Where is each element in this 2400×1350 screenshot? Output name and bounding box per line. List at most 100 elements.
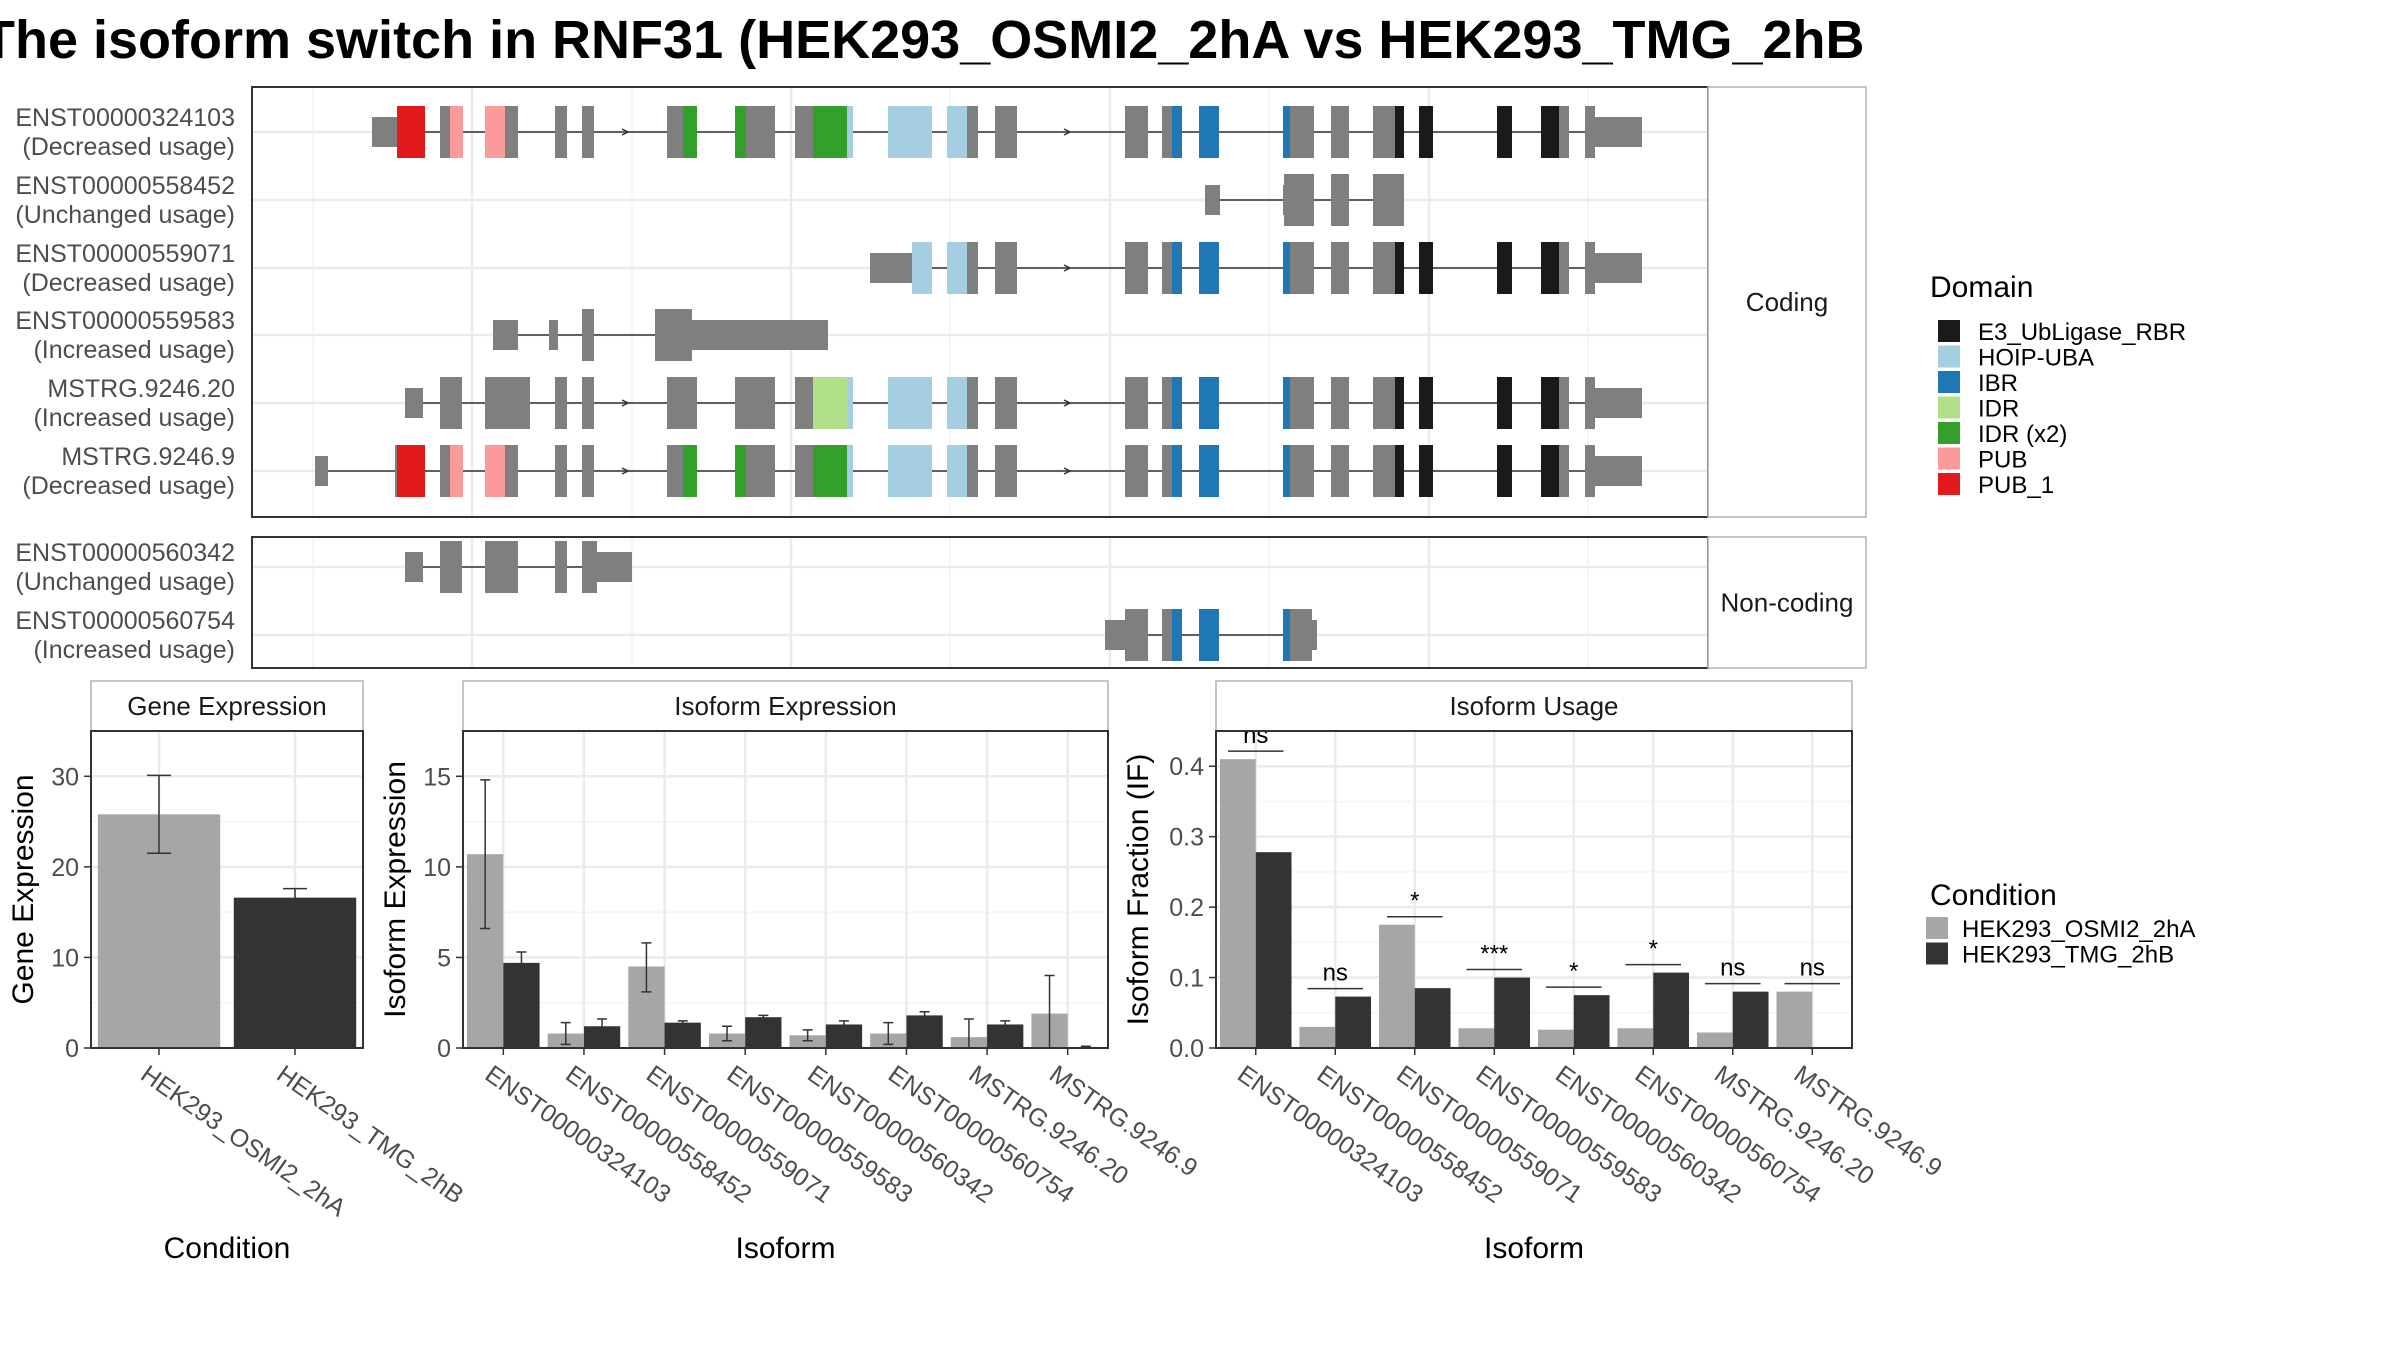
- error-bar: [283, 887, 307, 908]
- bar: [1617, 1028, 1654, 1048]
- exon-block: [967, 377, 978, 429]
- domain-block: [947, 242, 967, 294]
- error-bar: [758, 1014, 769, 1022]
- exon-block: [1125, 609, 1148, 661]
- exon-block: [505, 106, 518, 158]
- exon-block: [555, 377, 567, 429]
- error-bar: [722, 1025, 733, 1042]
- bar: [1653, 972, 1690, 1048]
- domain-block: [1419, 242, 1433, 294]
- domain-block: [847, 106, 853, 158]
- exon-block: [1585, 377, 1595, 429]
- domain-block: [1172, 377, 1182, 429]
- domain-block: [683, 106, 697, 158]
- domain-block: [450, 445, 463, 497]
- domain-legend-label: IDR: [1978, 396, 2019, 423]
- error-bar: [838, 1020, 849, 1031]
- strand-arrow: [621, 128, 630, 136]
- exon-block: [440, 445, 450, 497]
- exon-block: [582, 541, 597, 593]
- exon-block: [1373, 174, 1404, 226]
- domain-legend-label: PUB_1: [1978, 472, 2054, 499]
- condition-legend-title: Condition: [1930, 879, 2057, 912]
- y-axis-title: Isoform Fraction (IF): [1122, 754, 1155, 1026]
- significance-label: ns: [1323, 960, 1348, 987]
- y-axis-title: Isoform Expression: [379, 761, 412, 1018]
- bar: [583, 1026, 621, 1048]
- exon-block: [555, 541, 567, 593]
- error-bar: [641, 942, 652, 993]
- x-axis-title: Isoform: [1484, 1232, 1584, 1265]
- exon-block: [1300, 174, 1314, 226]
- transcript-label: MSTRG.9246.20 (Increased usage): [33, 375, 235, 432]
- bar: [1732, 991, 1769, 1048]
- exon-block: [405, 552, 423, 582]
- transcript-usage: (Unchanged usage): [15, 201, 235, 229]
- bar: [503, 962, 540, 1048]
- exon-block: [1290, 106, 1314, 158]
- domain-block: [1283, 377, 1290, 429]
- exon-block: [555, 106, 567, 158]
- domain-block: [888, 106, 932, 158]
- transcript-usage: (Decreased usage): [22, 472, 235, 500]
- condition-legend-label: HEK293_OSMI2_2hA: [1962, 916, 2195, 943]
- figure-title: The isoform switch in RNF31 (HEK293_OSMI…: [0, 10, 1865, 70]
- y-tick-label: 20: [51, 854, 79, 882]
- domain-block: [1199, 609, 1219, 661]
- exon-block: [795, 377, 813, 429]
- exon-block: [405, 388, 423, 418]
- domain-block: [397, 106, 425, 158]
- domain-block: [1172, 242, 1182, 294]
- panel-border: [462, 730, 1109, 1049]
- facet-label: Coding: [1746, 287, 1828, 317]
- exon-block: [1373, 377, 1395, 429]
- x-axis-title: Condition: [164, 1232, 291, 1265]
- exon-block: [1162, 609, 1172, 661]
- domain-legend-key: [1938, 396, 1960, 419]
- domain-legend-label: IBR: [1978, 370, 2018, 397]
- exon-block: [1125, 445, 1148, 497]
- exon-block: [746, 445, 775, 497]
- significance-label: ns: [1800, 955, 1825, 982]
- domain-block: [1199, 242, 1219, 294]
- exon-block: [746, 106, 775, 158]
- exon-block: [1205, 185, 1220, 215]
- significance-label: *: [1569, 958, 1578, 985]
- exon-block: [1290, 609, 1312, 661]
- exon-block: [1595, 253, 1642, 283]
- strand-arrow: [621, 399, 630, 407]
- domain-block: [1172, 445, 1182, 497]
- transcript-usage: (Decreased usage): [22, 269, 235, 297]
- y-tick-label: 15: [423, 763, 451, 791]
- strand-arrow: [1063, 264, 1072, 272]
- bar: [233, 897, 357, 1048]
- transcript-usage: (Decreased usage): [22, 133, 235, 161]
- exon-block: [1284, 174, 1300, 226]
- bar: [1494, 977, 1531, 1048]
- bar: [1458, 1028, 1495, 1048]
- domain-legend-title: Domain: [1930, 271, 2033, 304]
- exon-block: [1585, 242, 1595, 294]
- noncoding-panel-bg: [252, 537, 1708, 668]
- exon-block: [1559, 106, 1569, 158]
- transcript-label: MSTRG.9246.9 (Decreased usage): [22, 443, 235, 500]
- y-tick-label: 30: [51, 763, 79, 791]
- exon-block: [1290, 445, 1314, 497]
- panel-border: [90, 730, 364, 1049]
- domain-block: [485, 445, 505, 497]
- error-bar: [883, 1021, 894, 1046]
- transcript-label: ENST00000560754 (Increased usage): [15, 607, 235, 664]
- transcript-id: ENST00000324103: [15, 104, 235, 132]
- exon-block: [597, 552, 632, 582]
- y-axis-title: Gene Expression: [7, 774, 40, 1004]
- exon-block: [967, 242, 978, 294]
- transcript-label: ENST00000560342 (Unchanged usage): [15, 539, 235, 596]
- domain-block: [888, 377, 932, 429]
- bar: [664, 1022, 701, 1048]
- exon-block: [1595, 388, 1642, 418]
- domain-block: [1172, 609, 1182, 661]
- bar: [1219, 759, 1256, 1048]
- significance-label: ***: [1480, 941, 1508, 968]
- exon-block: [667, 377, 697, 429]
